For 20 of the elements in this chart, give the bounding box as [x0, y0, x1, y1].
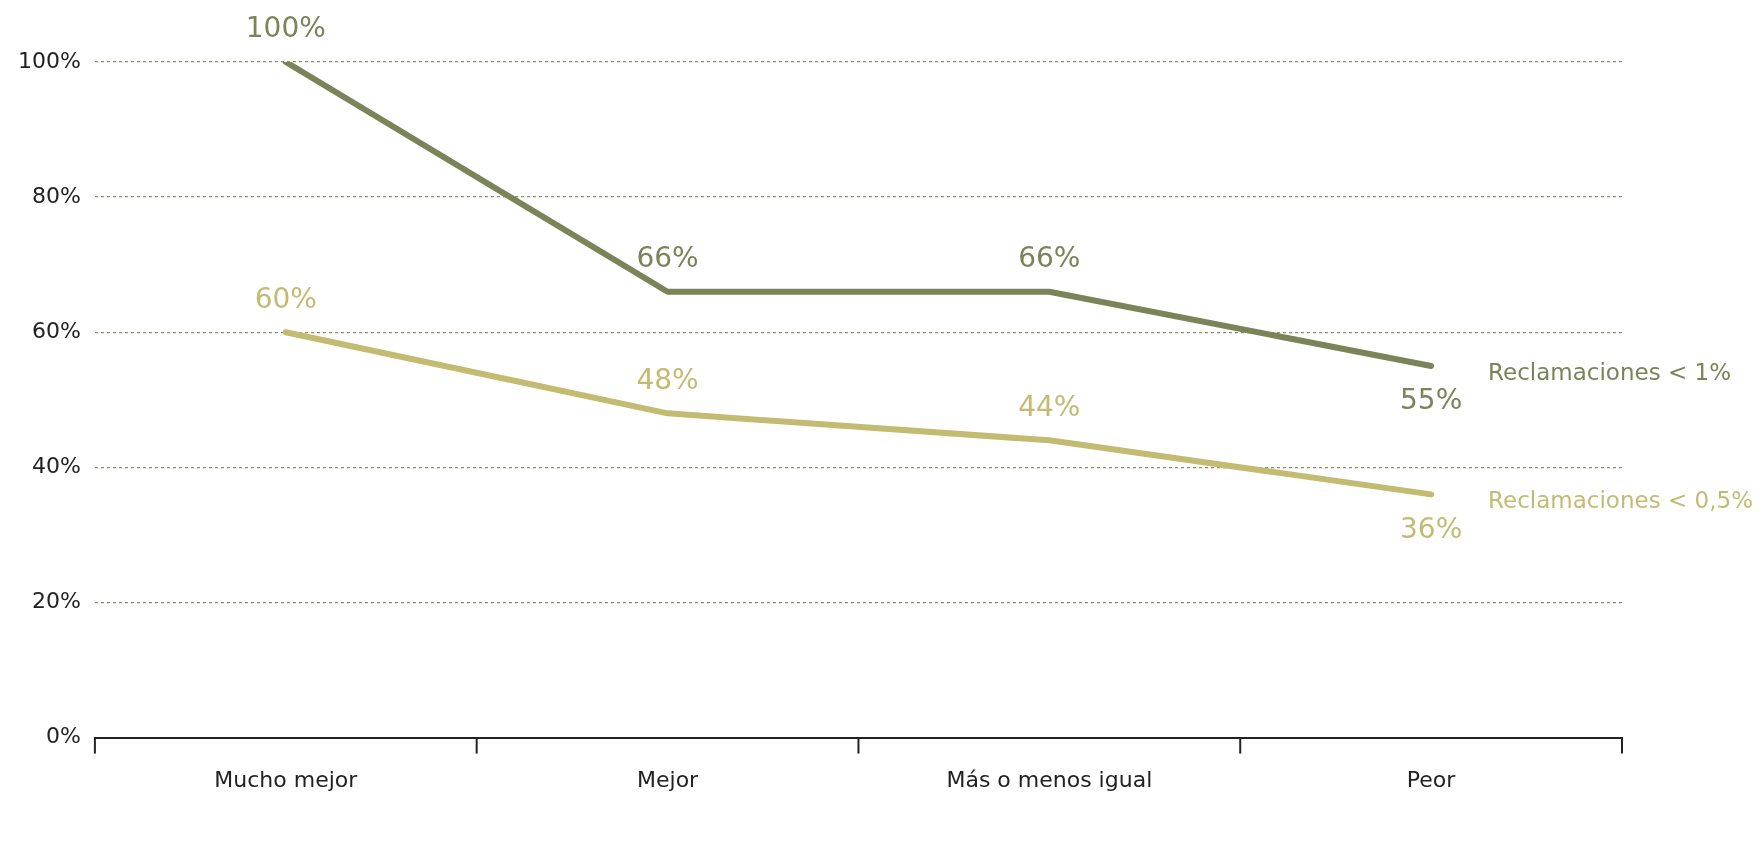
y-tick-label: 80% — [31, 182, 81, 208]
text: Reclamaciones < 1% — [1488, 358, 1732, 385]
data-label: 60% — [254, 281, 317, 315]
data-label: 48% — [636, 362, 699, 396]
y-tick-label: 100% — [17, 47, 81, 73]
data-label: 55% — [1399, 383, 1463, 417]
text: Reclamaciones < 0,5% — [1488, 487, 1753, 514]
y-tick-label: 0% — [45, 723, 81, 749]
y-tick-label: 60% — [31, 317, 81, 343]
y-tick-label: 40% — [31, 453, 81, 479]
data-label: 66% — [636, 240, 699, 274]
x-tick-label: Peor — [1406, 766, 1457, 792]
data-label: 44% — [1018, 389, 1081, 423]
data-label: 66% — [1018, 240, 1081, 274]
x-tick-label: Mejor — [636, 766, 700, 792]
data-label: 100% — [245, 11, 326, 45]
y-tick-label: 20% — [31, 588, 81, 614]
x-tick-label: Más o menos igual — [946, 766, 1153, 792]
data-label: 36% — [1399, 511, 1463, 545]
x-tick-label: Mucho mejor — [214, 766, 359, 792]
